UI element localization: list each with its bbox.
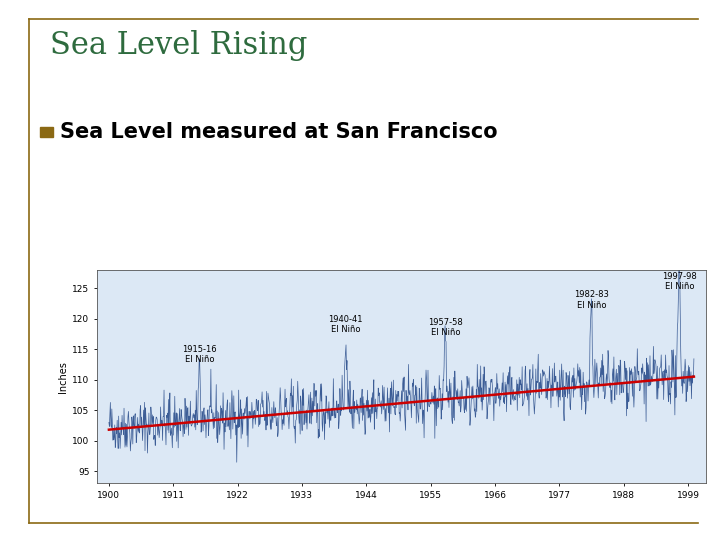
Text: 1982-83
El Niño: 1982-83 El Niño — [574, 290, 609, 309]
Text: 1915-16
El Niño: 1915-16 El Niño — [182, 345, 217, 364]
Bar — [40, 127, 53, 137]
Text: 1940-41
El Niño: 1940-41 El Niño — [328, 315, 363, 334]
Text: Sea Level measured at San Francisco: Sea Level measured at San Francisco — [60, 122, 498, 143]
Y-axis label: Inches: Inches — [58, 361, 68, 393]
Text: Sea Level Rising: Sea Level Rising — [50, 30, 307, 60]
Text: 1997-98
El Niño: 1997-98 El Niño — [662, 272, 697, 292]
Text: 1957-58
El Niño: 1957-58 El Niño — [428, 318, 463, 337]
